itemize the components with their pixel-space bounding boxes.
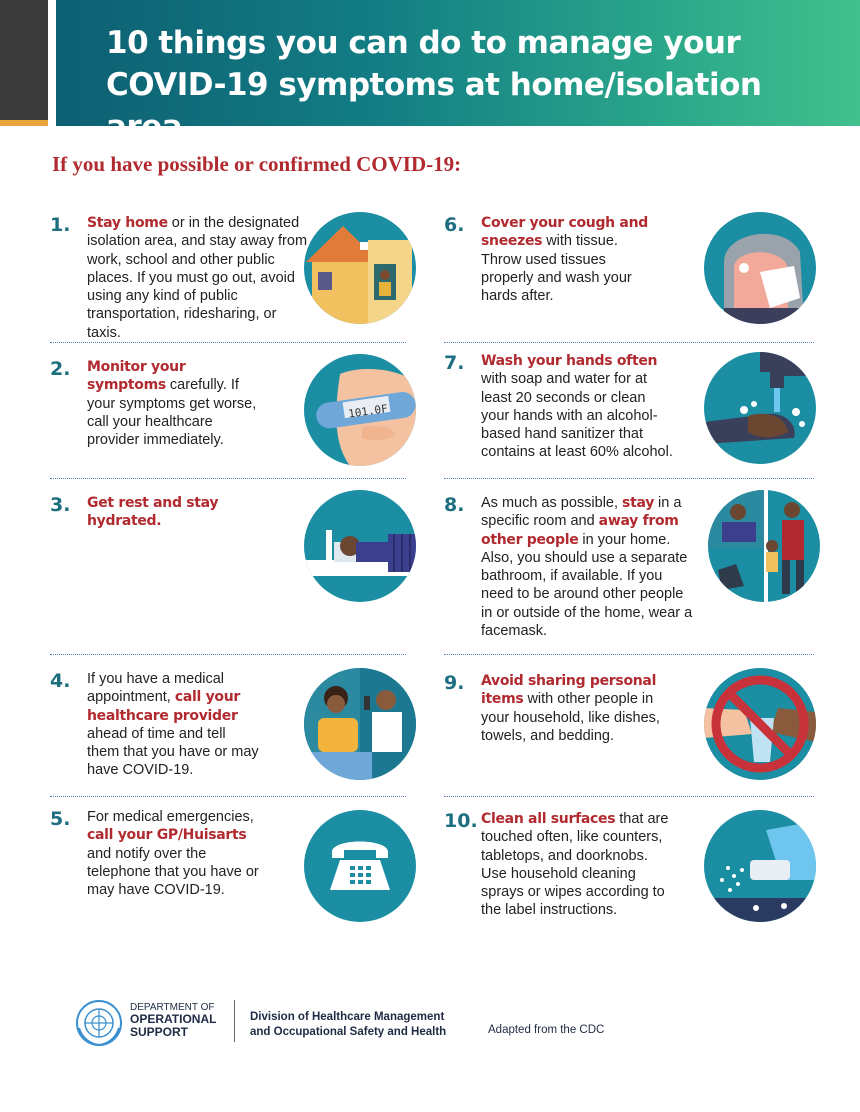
tip-number: 4. (50, 670, 71, 692)
tip-text: Monitor your symptoms carefully. If your… (87, 358, 267, 449)
source-credit: Adapted from the CDC (488, 1024, 605, 1036)
section-subtitle: If you have possible or confirmed COVID-… (52, 152, 462, 176)
tip-number: 10. (444, 810, 478, 832)
tip-text: As much as possible, stay in a specific … (481, 494, 693, 640)
tip-number: 8. (444, 494, 465, 516)
header-banner: 10 things you can do to manage your COVI… (56, 0, 860, 145)
thermometer-icon: 101.0F (304, 354, 416, 466)
tip-text: For medical emergencies, call your GP/Hu… (87, 808, 273, 899)
svg-text:101.0F: 101.0F (347, 402, 388, 420)
tip-emphasis: call your healthcare provider (87, 689, 241, 724)
bed-rest-icon (304, 490, 416, 602)
tip-emphasis: stay (622, 495, 655, 511)
division-line-1: Division of Healthcare Management (250, 1011, 445, 1023)
tip-number: 3. (50, 494, 71, 516)
tip-text: Clean all surfaces that are touched ofte… (481, 810, 671, 920)
tip-emphasis: Monitor your symptoms (87, 359, 186, 394)
tip-number: 6. (444, 214, 465, 236)
hand-washing-icon (704, 352, 816, 464)
house-icon (304, 212, 416, 324)
tip-body: with other people in your household, lik… (481, 691, 660, 744)
telephone-icon (304, 810, 416, 922)
tip-body: carefully. If your symptoms get worse, c… (87, 377, 257, 449)
dept-line-1: DEPARTMENT OF (130, 1002, 215, 1013)
tip-number: 9. (444, 672, 465, 694)
tip-text: Avoid sharing personal items with other … (481, 672, 663, 745)
tip-emphasis: Cover your cough and sneezes (481, 215, 648, 250)
tip-body: in a specific room and (481, 495, 682, 530)
tip-emphasis: Stay home (87, 215, 168, 231)
header-dark-strip (0, 0, 48, 122)
tissue-sneeze-icon (704, 212, 816, 324)
divider (50, 342, 406, 343)
tip-body: with tissue. Throw used tissues properly… (481, 233, 632, 305)
title-line-1: 10 things you can do to manage your (106, 25, 741, 61)
tip-text: Wash your hands often with soap and wate… (481, 352, 677, 462)
divider (50, 796, 406, 797)
tip-body: and notify over the telephone that you h… (87, 845, 259, 899)
tip-body: or in the designated isolation area, and… (87, 215, 308, 341)
tip-body: As much as possible, (481, 495, 623, 511)
tip-text: Get rest and stay hydrated. (87, 494, 247, 531)
department-name: DEPARTMENT OF OPERATIONAL SUPPORT (130, 1002, 216, 1039)
tip-body: If you have a medical appointment, (87, 671, 225, 706)
header-gold-accent (0, 120, 48, 126)
tip-body: with soap and water for at least 20 seco… (481, 371, 673, 461)
un-emblem-logo (76, 1000, 122, 1047)
tip-body: ahead of time and tell them that you hav… (87, 725, 259, 779)
tip-number: 7. (444, 352, 465, 374)
title-line-2: COVID-19 symptoms at home/isolation area (106, 67, 762, 145)
page-title: 10 things you can do to manage your COVI… (106, 22, 846, 148)
tip-emphasis: Avoid sharing personal items (481, 673, 657, 708)
tip-text: If you have a medical appointment, call … (87, 670, 259, 780)
tip-emphasis: Wash your hands often (481, 353, 658, 369)
divider (444, 342, 814, 343)
tip-emphasis: call your GP/Huisarts (87, 827, 247, 844)
tip-emphasis: Clean all surfaces (481, 811, 616, 827)
divider (444, 796, 814, 797)
no-sharing-icon (704, 668, 816, 780)
division-line-2: and Occupational Safety and Health (250, 1026, 447, 1038)
tip-emphasis: Get rest and stay hydrated. (87, 495, 219, 530)
phone-call-doctor-icon (304, 668, 416, 780)
dept-line-2: OPERATIONAL (130, 1012, 217, 1026)
tip-text: Stay home or in the designated isolation… (87, 214, 309, 342)
footer-separator (234, 1000, 235, 1042)
isolation-room-icon (708, 490, 820, 602)
tip-body: that are touched often, like counters, t… (481, 811, 669, 919)
divider (444, 478, 814, 479)
divider (444, 654, 814, 655)
tip-number: 1. (50, 214, 71, 236)
tip-number: 5. (50, 808, 71, 830)
tip-text: Cover your cough and sneezes with tissue… (481, 214, 651, 305)
tip-emphasis: away from other people (481, 513, 679, 548)
divider (50, 654, 406, 655)
tip-number: 2. (50, 358, 71, 380)
tip-body: in your home. Also, you should use a sep… (481, 531, 693, 640)
spray-cleaning-icon (704, 810, 816, 922)
dept-line-3: SUPPORT (130, 1025, 189, 1039)
division-name: Division of Healthcare Management and Oc… (250, 1010, 446, 1040)
divider (50, 478, 406, 479)
tip-body: For medical emergencies, (87, 809, 254, 825)
